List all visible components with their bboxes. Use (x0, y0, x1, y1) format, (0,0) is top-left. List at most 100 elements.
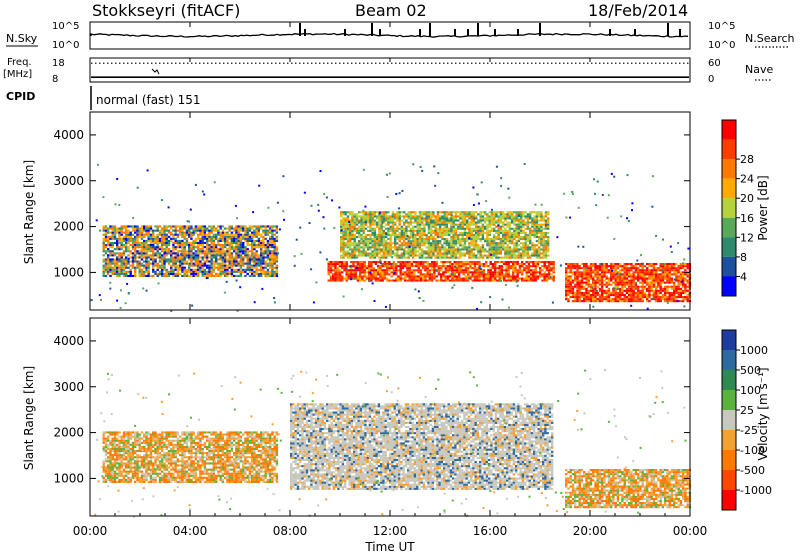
power-cell (165, 268, 168, 271)
power-cell (374, 277, 378, 280)
power-cell (495, 219, 498, 222)
power-cell (405, 244, 408, 247)
power-cell (459, 252, 462, 255)
power-cell (346, 225, 350, 228)
power-cell (109, 244, 112, 247)
power-cell (374, 269, 378, 272)
power-cell (610, 298, 613, 301)
power-cell (332, 275, 335, 278)
power-cell (550, 277, 553, 280)
power-cell (271, 266, 274, 269)
power-cell (440, 269, 443, 272)
power-cell (398, 254, 401, 257)
power-cell (446, 265, 450, 268)
power-cell (532, 269, 535, 272)
power-cell (574, 273, 577, 276)
power-cell (131, 237, 135, 240)
power-cell (212, 227, 216, 230)
power-cell (111, 227, 114, 230)
power-cell (260, 270, 263, 273)
power-cell (545, 275, 549, 278)
power-cell (192, 246, 195, 249)
power-cell (490, 219, 494, 222)
power-cell (203, 254, 207, 257)
power-cell (208, 260, 211, 263)
power-cell (344, 219, 347, 222)
power-cell (452, 219, 455, 222)
power-cell (439, 240, 442, 243)
power-cell (176, 252, 180, 255)
power-cell (212, 274, 216, 277)
power-cell (201, 270, 204, 273)
power-cell (477, 221, 480, 224)
power-cell (111, 252, 114, 255)
power-cell (532, 277, 535, 280)
power-cell (515, 211, 518, 214)
power-cell (534, 267, 537, 270)
power-cell (362, 227, 365, 230)
power-cell (430, 231, 433, 234)
power-cell (432, 229, 435, 232)
power-cell (349, 236, 352, 239)
power-cell (369, 233, 372, 236)
power-cell (174, 248, 177, 251)
power-cell (404, 263, 407, 266)
power-cell (158, 254, 162, 257)
power-cell (482, 271, 486, 274)
power-cell (522, 254, 525, 257)
power-cell (197, 272, 200, 275)
power-cell (443, 223, 446, 226)
power-cell (515, 225, 518, 228)
power-cell (508, 215, 512, 218)
power-cell (380, 217, 383, 220)
power-cell (181, 274, 184, 277)
power-cell (262, 272, 265, 275)
power-cell (506, 240, 509, 243)
power-cell (521, 263, 524, 266)
power-cell (569, 277, 572, 280)
power-cell (344, 217, 347, 220)
power-cell (543, 261, 546, 264)
power-cell (203, 246, 207, 249)
power-cell (440, 279, 443, 282)
power-cell (495, 231, 498, 234)
power-cell (494, 271, 497, 274)
power-cell (210, 274, 213, 277)
power-cell (113, 233, 117, 236)
power-cell (248, 270, 252, 273)
power-cell (512, 263, 515, 266)
power-cell (235, 260, 238, 263)
power-cell (585, 296, 588, 299)
power-cell (410, 263, 414, 266)
power-cell (583, 269, 586, 272)
power-cell (383, 273, 387, 276)
power-cell (463, 223, 467, 226)
power-cell (668, 294, 671, 297)
power-cell (349, 242, 352, 245)
power-cell (226, 241, 229, 244)
power-cell (657, 277, 660, 280)
power-cell (515, 240, 518, 243)
power-cell (138, 244, 141, 247)
power-cell (422, 263, 425, 266)
power-cell (522, 231, 525, 234)
power-cell (192, 268, 195, 271)
power-cell (156, 262, 159, 265)
power-cell (511, 213, 514, 216)
power-cell (271, 233, 274, 236)
power-cell (459, 227, 462, 230)
power-cell (637, 294, 640, 297)
power-cell (194, 270, 198, 273)
power-cell (418, 252, 422, 255)
power-cell (480, 265, 483, 268)
power-cell (406, 273, 409, 276)
power-cell (102, 254, 105, 257)
power-cell (341, 277, 344, 280)
power-cell (161, 231, 164, 234)
power-cell (102, 246, 105, 249)
power-cell (404, 279, 407, 282)
power-cell (120, 268, 123, 271)
power-cell (111, 241, 114, 244)
power-cell (400, 215, 404, 218)
power-cell (495, 244, 498, 247)
